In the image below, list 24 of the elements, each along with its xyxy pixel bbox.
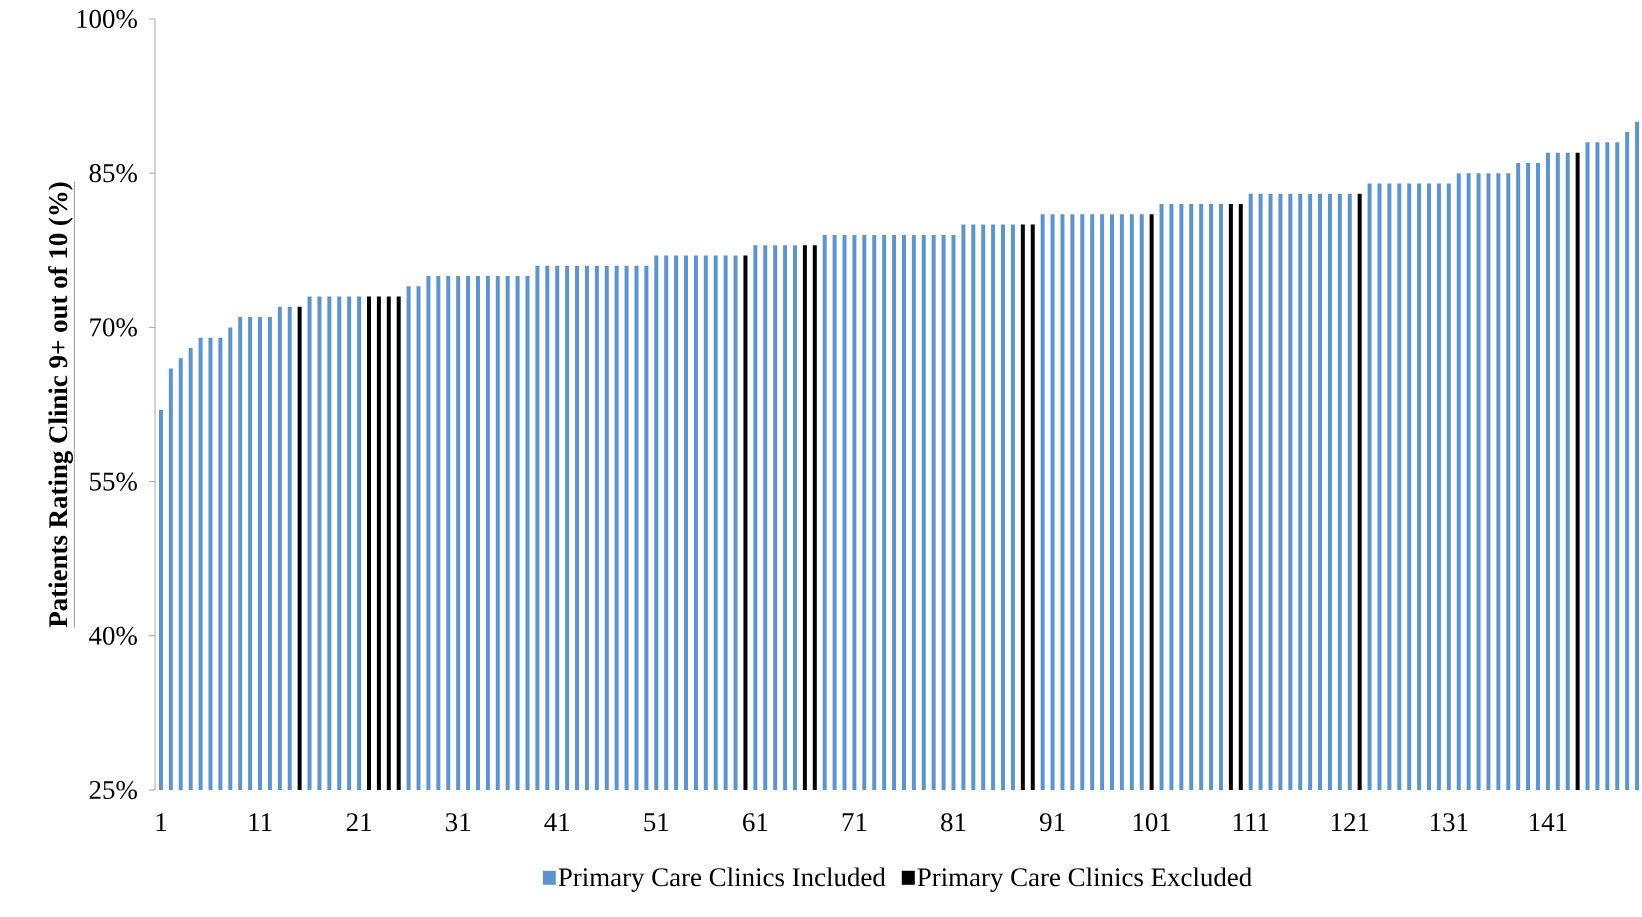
x-tick-label: 101 <box>1133 813 1171 832</box>
x-tick-label: 1 <box>156 813 167 831</box>
y-axis-title: Patients Rating Clinic 9+ out of 10 (%) <box>48 182 73 628</box>
y-tick-label: 70% <box>90 318 137 337</box>
x-tick-label: 81 <box>941 813 966 832</box>
legend-label: Primary Care Clinics Included <box>558 867 886 892</box>
x-tick-label: 51 <box>644 813 669 832</box>
x-tick-label: 71 <box>842 813 867 831</box>
x-tick-label: 21 <box>346 813 371 831</box>
x-tick-label: 41 <box>544 813 570 831</box>
y-tick-label: 25% <box>89 780 137 800</box>
y-tick-label: 55% <box>90 472 137 491</box>
y-tick-label: 40% <box>89 626 137 645</box>
x-tick-label: 111 <box>1233 813 1269 831</box>
x-tick-label: 131 <box>1431 813 1468 832</box>
y-tick-label: 85% <box>89 164 137 183</box>
x-tick-label: 31 <box>445 813 470 832</box>
x-tick-label: 61 <box>743 813 768 832</box>
legend-label: Primary Care Clinics Excluded <box>917 867 1252 892</box>
x-tick-label: 121 <box>1331 813 1369 831</box>
y-tick-label: 100% <box>77 9 137 29</box>
x-tick-label: 141 <box>1530 813 1567 831</box>
x-tick-label: 11 <box>249 813 272 831</box>
x-tick-label: 91 <box>1039 813 1065 832</box>
